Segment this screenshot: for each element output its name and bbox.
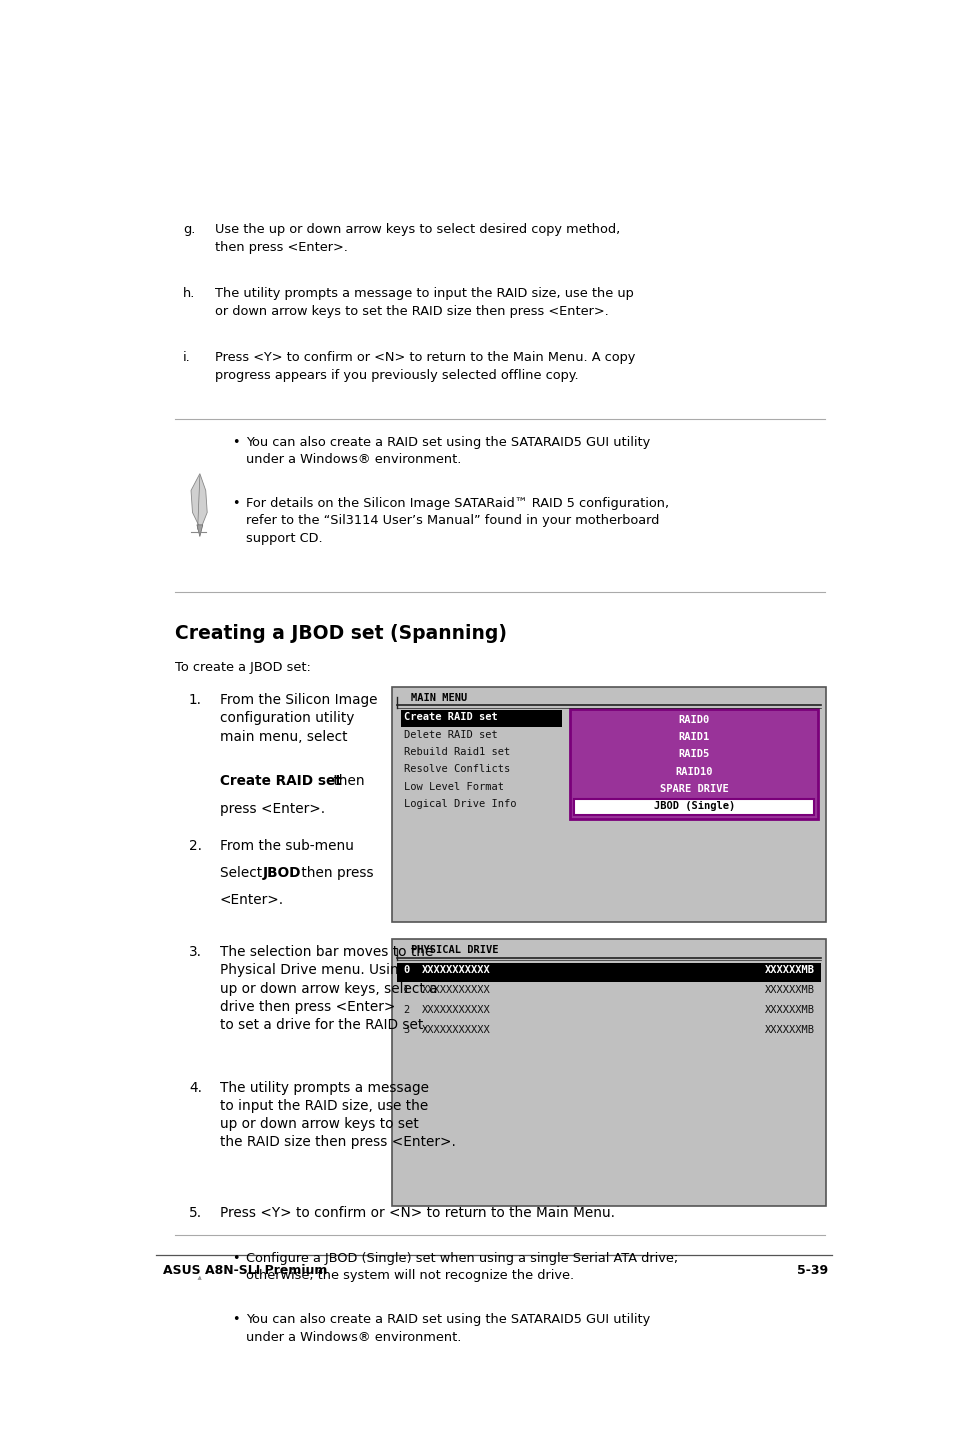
Text: The utility prompts a message to input the RAID size, use the up
or down arrow k: The utility prompts a message to input t… (215, 288, 634, 318)
Text: To create a JBOD set:: To create a JBOD set: (174, 661, 311, 674)
Text: 3.: 3. (189, 945, 202, 959)
Text: 2.: 2. (189, 838, 202, 853)
Text: Rebuild Raid1 set: Rebuild Raid1 set (403, 748, 510, 756)
Text: Delete RAID set: Delete RAID set (403, 729, 497, 739)
Text: h.: h. (183, 288, 195, 301)
Polygon shape (191, 1277, 207, 1332)
Text: XXXXXXXXXXX: XXXXXXXXXXX (421, 1005, 490, 1015)
Text: You can also create a RAID set using the SATARAID5 GUI utility
under a Windows® : You can also create a RAID set using the… (246, 436, 650, 466)
Text: then press: then press (296, 866, 373, 880)
Text: 5.: 5. (189, 1206, 202, 1219)
Text: XXXXXXMB: XXXXXXMB (763, 985, 814, 995)
Text: XXXXXXXXXXX: XXXXXXXXXXX (421, 1025, 490, 1035)
Text: JBOD (Single): JBOD (Single) (653, 801, 734, 811)
Text: 4.: 4. (189, 1081, 202, 1094)
Text: Create RAID set: Create RAID set (220, 775, 341, 788)
Text: •: • (233, 1313, 239, 1326)
Text: Select: Select (220, 866, 266, 880)
Text: From the sub-menu: From the sub-menu (220, 838, 354, 853)
Text: XXXXXXXXXXX: XXXXXXXXXXX (421, 965, 490, 975)
Text: Press <Y> to confirm or <N> to return to the Main Menu.: Press <Y> to confirm or <N> to return to… (220, 1206, 615, 1219)
Text: 5-39: 5-39 (797, 1264, 827, 1277)
Text: press <Enter>.: press <Enter>. (220, 801, 325, 815)
Text: RAID1: RAID1 (678, 732, 709, 742)
Text: MAIN MENU: MAIN MENU (411, 693, 467, 703)
Text: Logical Drive Info: Logical Drive Info (403, 800, 516, 810)
Bar (574, 800, 814, 815)
Text: •: • (233, 498, 239, 510)
Text: then: then (329, 775, 364, 788)
Text: PHYSICAL DRIVE: PHYSICAL DRIVE (411, 945, 498, 955)
Text: The selection bar moves to the
Physical Drive menu. Using the
up or down arrow k: The selection bar moves to the Physical … (220, 945, 437, 1032)
Text: For details on the Silicon Image SATARaid™ RAID 5 configuration,
refer to the “S: For details on the Silicon Image SATARai… (246, 498, 669, 545)
Text: XXXXXXMB: XXXXXXMB (763, 1025, 814, 1035)
Text: g.: g. (183, 223, 195, 236)
Text: 3: 3 (402, 1025, 409, 1035)
Bar (400, 710, 561, 726)
Text: RAID10: RAID10 (675, 766, 712, 777)
Polygon shape (196, 525, 203, 536)
Bar (570, 709, 818, 820)
Text: 1.: 1. (189, 693, 202, 707)
Text: XXXXXXXXXXX: XXXXXXXXXXX (421, 985, 490, 995)
Polygon shape (191, 473, 207, 529)
Text: Configure a JBOD (Single) set when using a single Serial ATA drive;
otherwise, t: Configure a JBOD (Single) set when using… (246, 1252, 678, 1283)
Bar (392, 939, 825, 1206)
Polygon shape (196, 1327, 203, 1339)
Bar (396, 963, 821, 982)
Text: Use the up or down arrow keys to select desired copy method,
then press <Enter>.: Use the up or down arrow keys to select … (215, 223, 620, 255)
Text: Low Level Format: Low Level Format (403, 782, 503, 792)
Text: •: • (233, 436, 239, 449)
Text: XXXXXXMB: XXXXXXMB (763, 965, 814, 975)
Text: •: • (233, 1252, 239, 1265)
Text: From the Silicon Image
configuration utility
main menu, select: From the Silicon Image configuration uti… (220, 693, 377, 743)
Text: <Enter>.: <Enter>. (220, 893, 284, 907)
Text: The utility prompts a message
to input the RAID size, use the
up or down arrow k: The utility prompts a message to input t… (220, 1081, 456, 1149)
Text: You can also create a RAID set using the SATARAID5 GUI utility
under a Windows® : You can also create a RAID set using the… (246, 1313, 650, 1343)
Text: Resolve Conflicts: Resolve Conflicts (403, 765, 510, 775)
Text: SPARE DRIVE: SPARE DRIVE (659, 784, 728, 794)
Text: RAID0: RAID0 (678, 715, 709, 725)
Text: XXXXXXMB: XXXXXXMB (763, 1005, 814, 1015)
Text: JBOD: JBOD (262, 866, 301, 880)
Text: Creating a JBOD set (Spanning): Creating a JBOD set (Spanning) (174, 624, 506, 643)
Text: 2: 2 (402, 1005, 409, 1015)
Text: RAID5: RAID5 (678, 749, 709, 759)
Text: i.: i. (183, 351, 191, 364)
Text: Press <Y> to confirm or <N> to return to the Main Menu. A copy
progress appears : Press <Y> to confirm or <N> to return to… (215, 351, 635, 381)
Text: 1: 1 (402, 985, 409, 995)
Bar (392, 687, 825, 922)
Text: 0: 0 (402, 965, 409, 975)
Text: Create RAID set: Create RAID set (403, 712, 497, 722)
Text: ASUS A8N-SLI Premium: ASUS A8N-SLI Premium (163, 1264, 328, 1277)
